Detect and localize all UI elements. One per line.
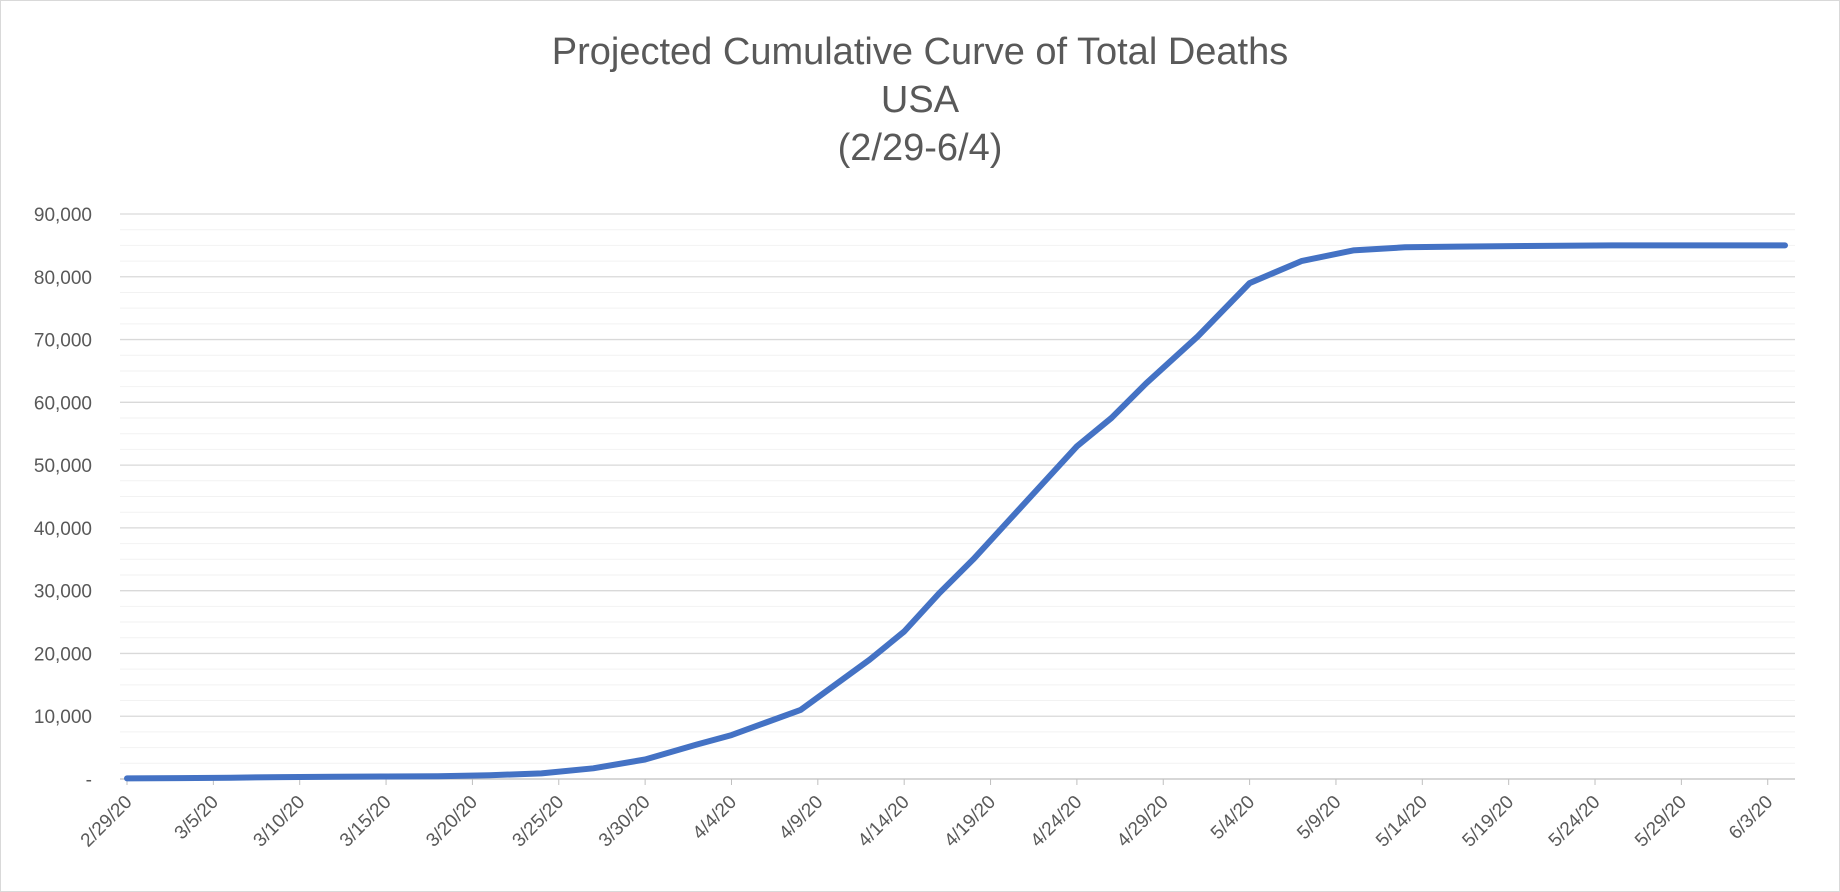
x-tick-label: 5/14/20 (1372, 792, 1432, 852)
series-layer (124, 242, 1788, 782)
x-tick-label: 5/9/20 (1293, 792, 1345, 844)
chart-title-line-1: Projected Cumulative Curve of Total Deat… (551, 31, 1289, 73)
chart-title-line-2: USA (880, 79, 960, 121)
y-tick-label: - (86, 770, 92, 791)
y-tick-label: 50,000 (34, 456, 92, 477)
x-tick-label: 3/15/20 (336, 792, 396, 852)
x-tick-label: 6/3/20 (1725, 792, 1777, 844)
x-tick-label: 3/20/20 (422, 792, 482, 852)
minor-gridlines (120, 229, 1795, 764)
x-tick-label: 4/9/20 (775, 792, 827, 844)
x-tick-label: 5/4/20 (1207, 792, 1259, 844)
x-tick-label: 3/30/20 (595, 792, 655, 852)
x-tick-label: 4/19/20 (940, 792, 1000, 852)
x-tick-label: 5/24/20 (1545, 792, 1605, 852)
y-tick-label: 70,000 (34, 331, 92, 352)
series-line-total-deaths (124, 242, 1788, 782)
y-tick-label: 20,000 (34, 644, 92, 665)
y-tick-label: 40,000 (34, 519, 92, 540)
y-tick-label: 10,000 (34, 707, 92, 728)
x-axis: 2/29/20 3/5/20 3/10/20 3/15/20 3/20/20 3/25/2… (77, 779, 1777, 851)
x-tick-label: 3/25/20 (509, 792, 569, 852)
x-tick-label: 3/10/20 (250, 792, 310, 852)
x-tick-label: 2/29/20 (77, 792, 137, 852)
x-tick-label: 5/29/20 (1631, 792, 1691, 852)
y-tick-label: 90,000 (34, 205, 92, 226)
x-tick-label: 4/24/20 (1027, 792, 1087, 852)
y-tick-label: 30,000 (34, 582, 92, 603)
x-tick-label: 4/14/20 (854, 792, 914, 852)
chart-title: Projected Cumulative Curve of Total Deat… (0, 28, 1840, 172)
x-tick-label: 4/4/20 (689, 792, 741, 844)
x-tick-label: 3/5/20 (171, 792, 223, 844)
y-tick-label: 80,000 (34, 268, 92, 289)
major-gridlines (120, 213, 1795, 780)
y-axis: - 10,000 20,000 30,000 40,000 50,000 60,000 70,… (34, 205, 92, 791)
x-tick-label: 4/29/20 (1113, 792, 1173, 852)
chart-title-line-3: (2/29-6/4) (837, 127, 1003, 169)
y-tick-label: 60,000 (34, 393, 92, 414)
x-tick-label: 5/19/20 (1459, 792, 1519, 852)
